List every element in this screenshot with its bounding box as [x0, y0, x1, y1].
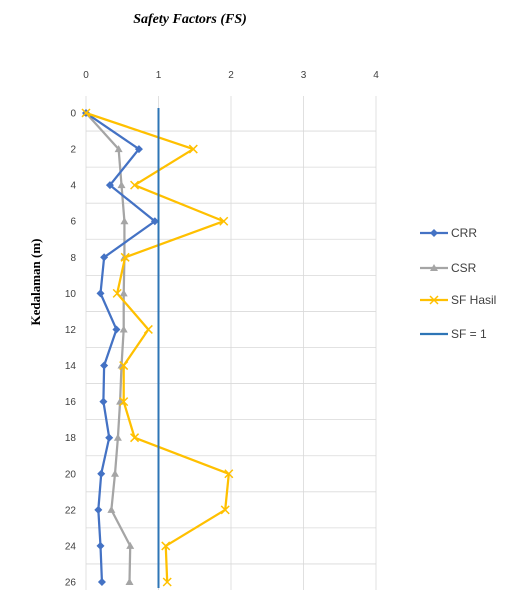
data-point [119, 289, 128, 297]
data-point [130, 180, 140, 190]
data-point [143, 324, 153, 334]
grid [85, 96, 377, 590]
data-point [96, 289, 105, 298]
series-crr [82, 109, 159, 586]
series-line [85, 112, 132, 583]
data-point [112, 288, 122, 298]
y-tick-label: 4 [70, 181, 76, 192]
legend-label: CRR [451, 226, 477, 240]
legend-entry-csr: CSR [420, 261, 477, 275]
data-point [111, 469, 119, 477]
data-point [119, 361, 129, 371]
y-tick-label: 20 [65, 469, 77, 480]
x-tick-label: 2 [228, 70, 234, 81]
data-point [220, 505, 230, 515]
series-group [81, 108, 234, 588]
data-point [224, 469, 234, 479]
data-point [125, 578, 134, 585]
data-point [97, 469, 106, 478]
y-tick-label: 6 [70, 217, 76, 228]
legend: CRR CSR SF Hasil SF = 1 [420, 226, 496, 341]
data-point [119, 325, 128, 333]
x-tick-label: 4 [373, 70, 379, 81]
data-point [134, 145, 143, 154]
data-point [162, 577, 172, 587]
data-point [219, 216, 229, 226]
chart-title: Safety Factors (FS) [133, 12, 247, 27]
data-point [113, 433, 122, 441]
y-tick-label: 18 [65, 433, 77, 444]
y-tick-label: 24 [65, 541, 77, 552]
data-point [100, 253, 109, 262]
data-point [126, 541, 135, 549]
data-point [94, 505, 103, 514]
series-line [85, 112, 156, 583]
legend-entry-crr: CRR [420, 226, 477, 240]
data-point [117, 181, 126, 189]
legend-label: CSR [451, 261, 477, 275]
y-tick-label: 12 [65, 325, 77, 336]
data-point [105, 181, 114, 190]
y-tick-label: 8 [70, 253, 76, 264]
data-point [97, 578, 106, 586]
data-point [119, 397, 129, 407]
data-point [120, 217, 129, 225]
x-tick-label: 3 [301, 70, 307, 81]
series-line [85, 111, 230, 583]
legend-marker [429, 295, 439, 305]
data-point [99, 397, 108, 406]
y-tick-label: 0 [70, 109, 76, 120]
legend-label: SF = 1 [451, 327, 487, 341]
series-csr [82, 109, 135, 585]
data-point [150, 217, 159, 226]
x-tick-label: 1 [156, 70, 162, 81]
x-axis-ticks: 0 1 2 3 4 [83, 70, 379, 81]
x-tick-label: 0 [83, 70, 89, 81]
y-tick-label: 22 [65, 505, 77, 516]
legend-label: SF Hasil [451, 293, 496, 307]
legend-entry-sf-1: SF = 1 [420, 327, 487, 341]
y-tick-label: 16 [65, 397, 77, 408]
y-tick-label: 2 [70, 145, 76, 156]
data-point [107, 505, 116, 513]
data-point [100, 361, 109, 370]
data-point [105, 433, 114, 442]
data-point [188, 144, 198, 154]
y-tick-label: 10 [65, 289, 77, 300]
legend-entry-sf-hasil: SF Hasil [420, 293, 496, 307]
data-point [161, 541, 171, 551]
y-tick-label: 14 [65, 361, 77, 372]
data-point [114, 145, 123, 153]
legend-marker [430, 229, 438, 237]
data-point [81, 108, 91, 118]
y-tick-label: 26 [65, 578, 77, 589]
data-point [120, 252, 130, 262]
data-point [112, 325, 121, 334]
legend-marker [430, 264, 438, 271]
series-sf-hasil [81, 108, 234, 587]
data-point [130, 433, 140, 443]
data-point [96, 541, 105, 550]
y-axis-label: Kedalaman (m) [28, 238, 43, 325]
